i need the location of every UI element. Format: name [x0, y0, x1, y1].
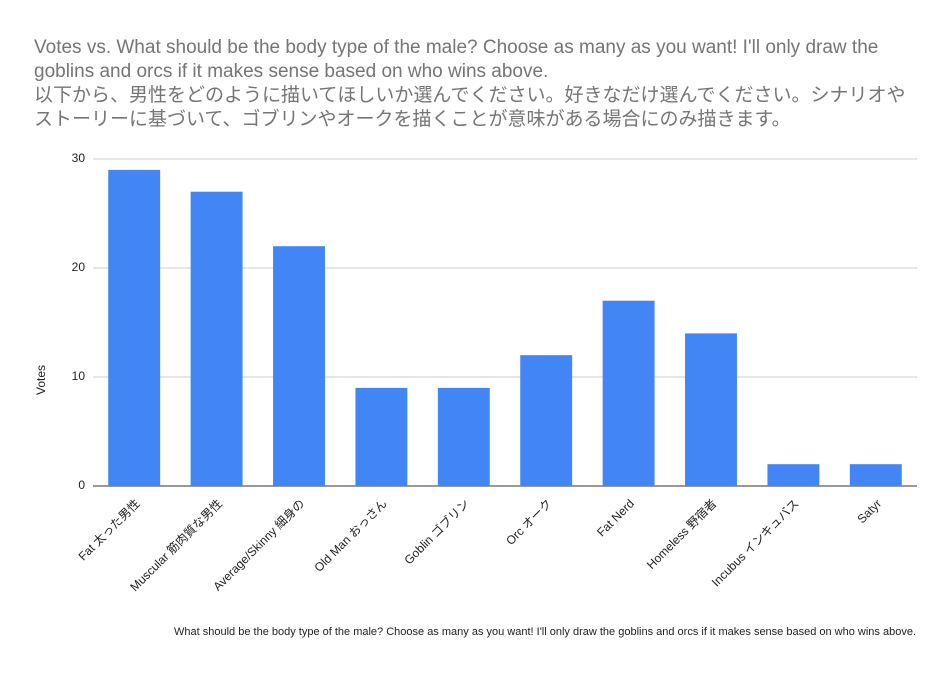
x-tick-label: Satyr: [854, 496, 884, 526]
bar: [190, 191, 243, 486]
x-tick-label: Homeless 野宿者: [643, 496, 719, 572]
bar: [355, 387, 408, 486]
x-tick-label: Orc オーク: [503, 496, 554, 547]
x-axis-label: What should be the body type of the male…: [174, 626, 916, 638]
x-tick-label: Goblin ゴブリン: [401, 496, 472, 567]
bar: [602, 300, 655, 486]
y-tick-label: 30: [72, 151, 86, 165]
bar: [108, 169, 161, 486]
bar: [437, 387, 490, 486]
y-tick-label: 10: [72, 369, 86, 383]
x-tick-label: Old Man おっさん: [311, 496, 389, 574]
x-tick-label: Incubus インキュバス: [709, 496, 802, 589]
x-tick-label: Muscular 筋肉質な男性: [127, 496, 225, 594]
y-axis-label: Votes: [34, 365, 48, 395]
bar: [685, 333, 737, 486]
x-tick-label: Average/Skinny 細身の: [210, 496, 308, 594]
bar: [273, 246, 325, 486]
chart-title: Votes vs. What should be the body type o…: [34, 37, 906, 130]
bar: [849, 464, 902, 486]
x-tick-label: Fat Nerd: [594, 496, 637, 539]
y-tick-label: 20: [72, 260, 86, 274]
x-tick-label: Fat 太った男性: [75, 496, 143, 564]
bar: [767, 464, 820, 486]
bar: [520, 355, 573, 486]
y-tick-label: 0: [78, 478, 85, 492]
